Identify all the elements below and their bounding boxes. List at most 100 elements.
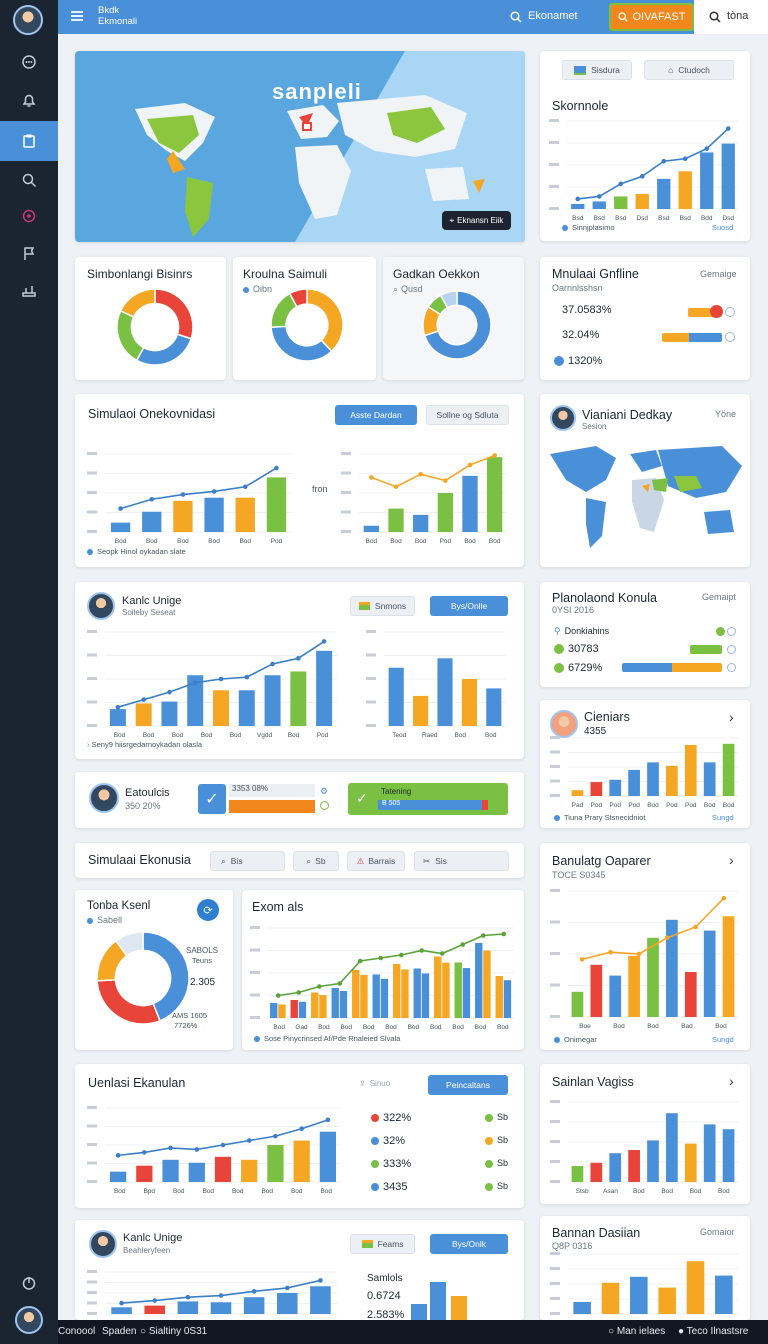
simulation-blue-button[interactable]: Asste Dardan — [335, 405, 417, 425]
trend-point — [192, 680, 198, 686]
trend-point — [142, 1150, 147, 1155]
info-icon[interactable] — [727, 627, 736, 636]
chart-bar — [721, 143, 735, 209]
org-chart-icon[interactable] — [14, 276, 44, 306]
x-tick-label: Pod — [271, 538, 283, 545]
trend-point — [337, 981, 343, 986]
info-icon[interactable] — [727, 645, 736, 654]
pill-3[interactable]: ⚠ Barrais — [347, 851, 405, 871]
tab-ctudoch[interactable]: ⌂ Ctudoch — [644, 60, 734, 80]
planoland-row-3-label: 6729% — [568, 662, 603, 674]
chart-bar — [267, 1145, 284, 1182]
kanlc-2-mini-bar-3 — [451, 1296, 467, 1320]
info-icon[interactable] — [725, 332, 735, 342]
user-avatar[interactable] — [13, 5, 43, 35]
power-icon[interactable] — [14, 1268, 44, 1298]
uenlasi-title: Uenlasi Ekanulan — [88, 1076, 186, 1090]
y-tick-mark — [341, 491, 351, 494]
map-tag-label: Eknansn Eiik — [457, 216, 504, 225]
x-tick-label: Bdd — [701, 215, 713, 222]
x-tick-label: Bod — [475, 1024, 487, 1031]
bottom-left-1[interactable]: Conoool — [58, 1326, 96, 1337]
clipboard-icon[interactable] — [14, 126, 44, 156]
x-tick-label: Bod — [363, 1024, 375, 1031]
search-icon[interactable] — [510, 10, 522, 28]
user-search-icon[interactable] — [14, 165, 44, 195]
expon-card: Exom als Bod Gad Bod Bod Bod Bod Bod Bod Bod Bod B… — [242, 890, 524, 1050]
viani-card: Vianiani Dedkay Yöne Sesion — [540, 394, 750, 567]
y-tick-mark — [87, 510, 97, 514]
tatoulcis-avatar — [89, 783, 119, 813]
trend-line — [278, 933, 504, 997]
trend-point — [318, 1278, 323, 1283]
bell-icon[interactable] — [14, 85, 44, 115]
score-link[interactable]: Suosd — [712, 223, 734, 232]
uenlasi-blue-button[interactable]: Peincaltans — [428, 1075, 508, 1095]
kanlc-1-grey-button[interactable]: Snmons — [350, 596, 415, 616]
y-tick-mark — [550, 952, 560, 955]
trend-point — [274, 465, 279, 471]
chevron-right-icon[interactable]: › — [729, 709, 734, 725]
simulation-chart-left: Bod Bod Bod Bod Bod Pod — [87, 452, 292, 545]
bottom-right-2[interactable]: ● Teco Ilnastsre — [678, 1326, 748, 1337]
planoland-bar-2 — [622, 663, 722, 672]
user-avatar-bottom[interactable] — [15, 1306, 43, 1334]
uenlasi-grey-button[interactable]: ⇪ Sinuo — [359, 1079, 390, 1088]
bottom-right-1[interactable]: ○ Man ielaes — [608, 1326, 665, 1337]
menu-icon[interactable] — [70, 9, 84, 23]
trend-point — [418, 471, 423, 477]
y-tick-mark — [550, 889, 560, 892]
topbar-search-label[interactable]: Ekonamet — [528, 10, 578, 22]
pill-1-label: Bis — [230, 856, 243, 866]
kanlc-2-chart — [87, 1270, 337, 1315]
orange-action-button[interactable]: OIVAFAST — [609, 3, 694, 31]
cieniars-card: Cieniars 4355 › Pad Pod Pod Pod Bod Pod Pod Bod… — [540, 700, 750, 828]
kanlc-2-grey-button[interactable]: Feams — [350, 1234, 415, 1254]
search-icon: ⌕ — [393, 284, 399, 294]
settings-icon[interactable]: ⚙ — [320, 786, 329, 796]
trend-point — [167, 689, 172, 695]
chart-bar — [360, 974, 368, 1018]
bottom-left-3[interactable]: ○ Sialtiny 0S31 — [140, 1326, 207, 1337]
tatoulcis-sub: 350 20% — [125, 801, 161, 811]
planoland-card: Planolaond Konula Gemaipt 0YSI 2016 ⚲ Don… — [540, 582, 750, 687]
donut-slice — [135, 333, 193, 366]
check-icon: ✓ — [356, 790, 368, 806]
chart-bar — [413, 695, 429, 726]
info-icon[interactable] — [725, 307, 735, 317]
chevron-right-icon[interactable]: › — [729, 852, 734, 868]
kanlc-1-blue-button[interactable]: Bys/Onlle — [430, 596, 508, 616]
x-tick-label: Bad — [681, 1023, 693, 1030]
y-tick-mark — [87, 724, 97, 727]
map-tag-button[interactable]: ⌖ Eknansn Eiik — [442, 211, 511, 230]
y-tick-mark — [87, 677, 97, 680]
right-search-box[interactable]: tòna — [694, 0, 768, 34]
x-tick-label: Pod — [317, 732, 329, 739]
pill-2[interactable]: ⌕ Sb — [293, 851, 339, 871]
record-icon[interactable] — [14, 201, 44, 231]
bottom-left-2[interactable]: Spaden — [102, 1326, 137, 1337]
tab-sisdura[interactable]: Sisdura — [562, 60, 632, 80]
score-legend: Sinnjplasimo — [562, 223, 615, 232]
cieniars-link[interactable]: Sungd — [712, 813, 734, 822]
check-icon[interactable]: ✓ — [198, 784, 226, 814]
x-tick-label: Bod — [408, 1024, 420, 1031]
kanlc-2-mini-bar-1 — [411, 1304, 427, 1320]
simulation-grey-button[interactable]: Sollne og Sdluta — [426, 405, 509, 425]
donut-1-title: Simbonlangi Bisinrs — [87, 267, 193, 281]
flag-icon[interactable] — [14, 239, 44, 269]
info-icon[interactable] — [727, 663, 736, 672]
refresh-icon[interactable]: ⟳ — [197, 899, 219, 921]
pill-4[interactable]: ✂ Sis — [414, 851, 509, 871]
tatoulcis-right-panel[interactable]: ✓ Tatening B 505 — [348, 783, 508, 815]
chevron-right-icon[interactable]: › — [729, 1073, 734, 1089]
bantag-link[interactable]: Sungd — [712, 1035, 734, 1044]
y-tick-mark — [550, 779, 560, 783]
pill-1[interactable]: ⌕ Bis — [210, 851, 285, 871]
y-tick-mark — [550, 736, 560, 739]
y-tick-mark — [549, 185, 559, 188]
kanlc-2-blue-button[interactable]: Bys/Onlk — [430, 1234, 508, 1254]
x-tick-label: Boe — [579, 1023, 591, 1030]
y-tick-mark — [87, 1301, 97, 1305]
chat-icon[interactable] — [14, 47, 44, 77]
